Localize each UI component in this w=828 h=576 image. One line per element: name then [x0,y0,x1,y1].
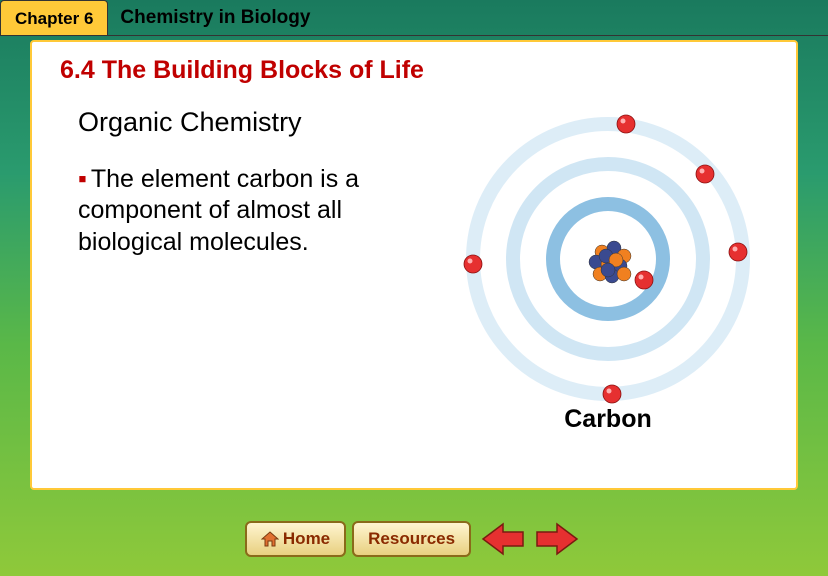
diagram-label: Carbon [448,405,768,434]
chapter-tab: Chapter 6 [0,0,108,36]
footer-nav: Home Resources [0,518,828,560]
header: Chapter 6 Chemistry in Biology [0,0,828,36]
body-row: ▪The element carbon is a component of al… [60,164,768,444]
home-icon [261,531,279,547]
prev-button[interactable] [477,518,527,560]
home-button[interactable]: Home [245,521,346,557]
content-box: 6.4 The Building Blocks of Life Organic … [30,40,798,490]
next-button[interactable] [533,518,583,560]
carbon-atom-diagram: Carbon [448,104,768,444]
atom-svg [448,104,768,414]
section-title: 6.4 The Building Blocks of Life [60,56,768,85]
arrow-left-icon [479,520,525,558]
bullet-marker-icon: ▪ [78,165,87,193]
resources-label: Resources [368,529,455,549]
bullet-text: ▪The element carbon is a component of al… [78,164,438,258]
home-label: Home [283,529,330,549]
arrow-right-icon [535,520,581,558]
bullet-content: The element carbon is a component of alm… [78,165,359,256]
resources-button[interactable]: Resources [352,521,471,557]
chapter-title: Chemistry in Biology [108,0,828,36]
